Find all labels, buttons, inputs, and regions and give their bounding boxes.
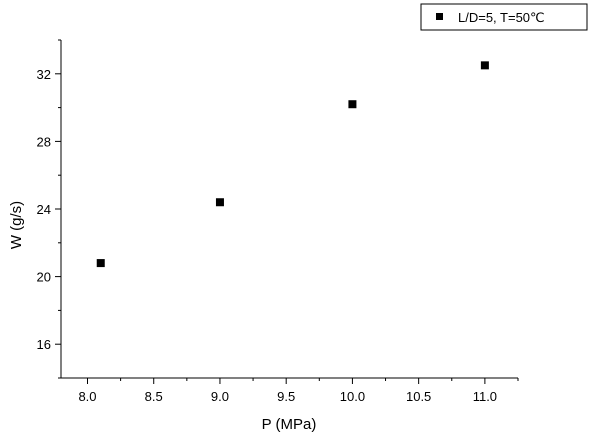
data-point <box>96 259 105 268</box>
x-tick-label: 10.5 <box>406 389 431 404</box>
legend-marker <box>436 13 443 20</box>
y-axis-label: W (g/s) <box>8 201 25 249</box>
x-tick-label: 10.0 <box>340 389 365 404</box>
legend-entry: L/D=5, T=50℃ <box>458 10 545 25</box>
data-point <box>348 100 357 109</box>
axes <box>60 40 518 379</box>
x-tick-label: 9.0 <box>211 389 229 404</box>
y-tick-label: 16 <box>37 337 51 352</box>
data-point <box>480 61 489 70</box>
y-tick-label: 20 <box>37 270 51 285</box>
x-tick-label: 8.0 <box>78 389 96 404</box>
y-tick-label: 32 <box>37 67 51 82</box>
y-tick-label: 28 <box>37 134 51 149</box>
x-tick-label: 11.0 <box>473 389 497 404</box>
data-point <box>215 198 224 207</box>
x-tick-label: 9.5 <box>277 389 295 404</box>
legend: L/D=5, T=50℃ <box>420 3 588 31</box>
y-tick-label: 24 <box>37 202 51 217</box>
legend-box <box>420 3 588 31</box>
ticks: 8.0 8.5 9.0 9.5 10.0 10.5 11.0 16 20 24 28 32 <box>37 39 519 404</box>
data-points <box>96 61 489 268</box>
x-tick-label: 8.5 <box>145 389 163 404</box>
x-axis-label: P (MPa) <box>262 416 317 433</box>
